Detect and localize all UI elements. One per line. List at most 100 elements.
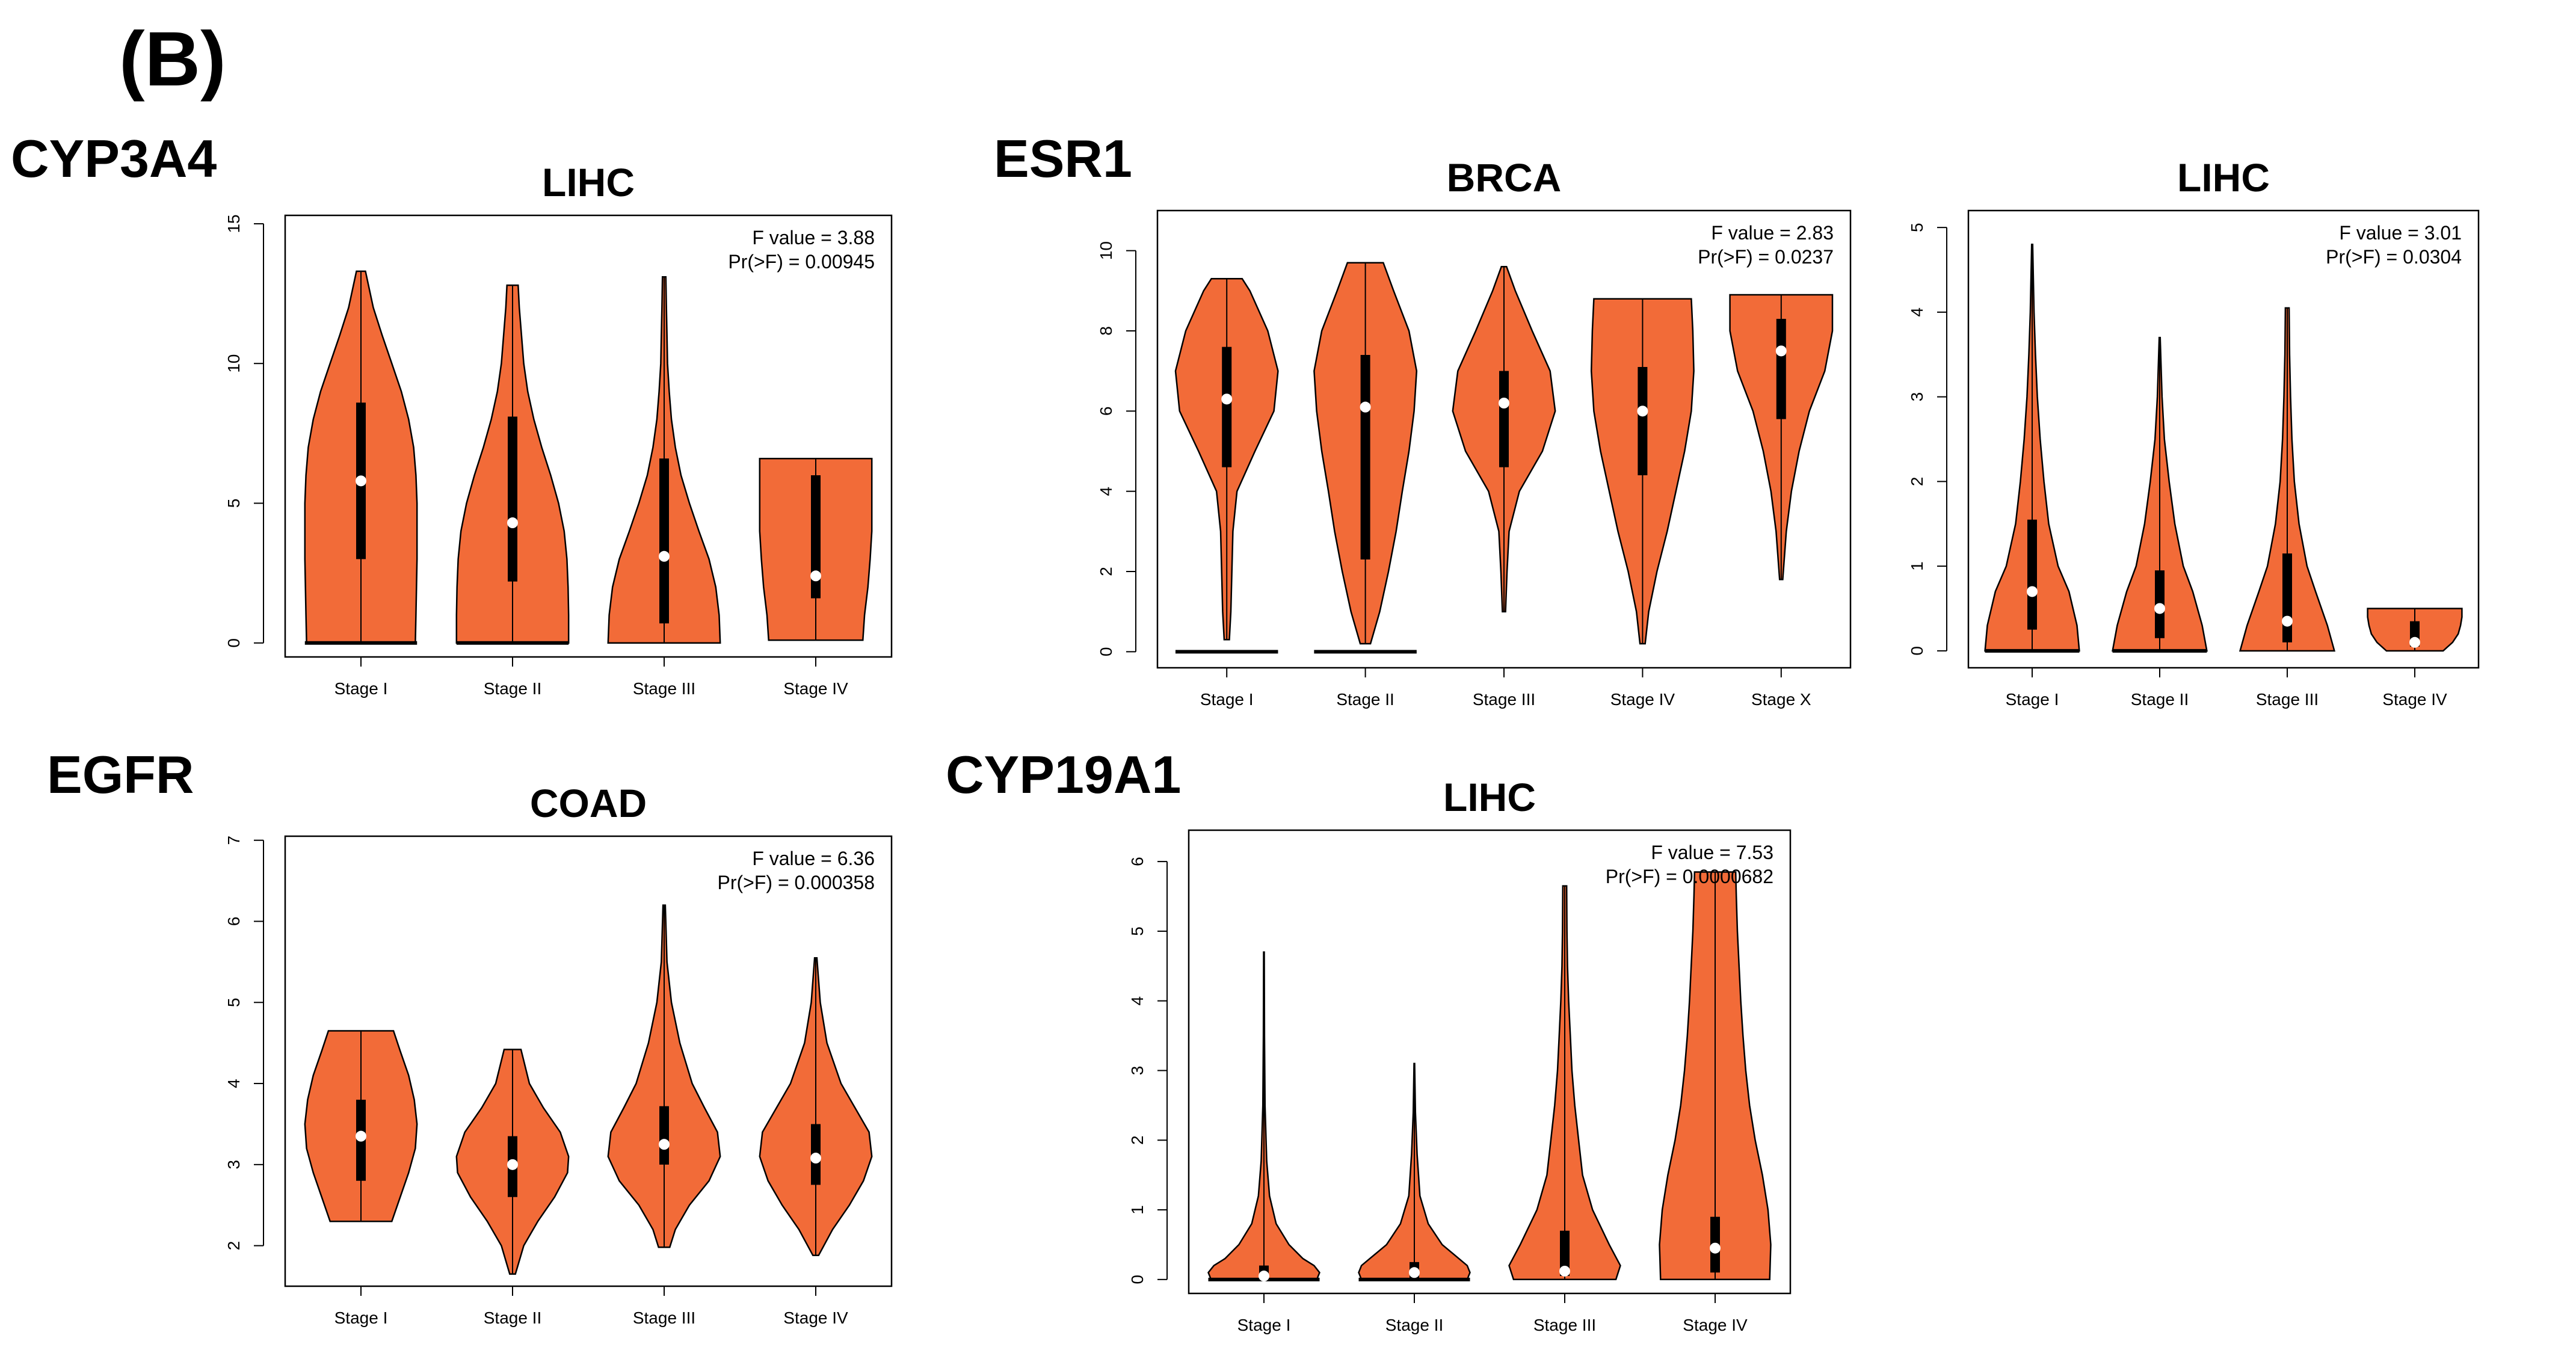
chart-title: BRCA (1447, 155, 1562, 200)
f-value-label: F value = 6.36 (752, 848, 875, 869)
x-tick-label: Stage IV (783, 679, 848, 698)
median-dot (2027, 586, 2038, 597)
p-value-label: Pr(>F) = 0.0304 (2326, 246, 2462, 268)
median-dot (1559, 1265, 1570, 1277)
x-tick-label: Stage II (2131, 690, 2189, 709)
y-tick-label: 3 (224, 1160, 243, 1169)
x-tick-label: Stage I (1237, 1316, 1291, 1334)
f-value-label: F value = 2.83 (1711, 222, 1834, 244)
chart-title: LIHC (542, 160, 635, 205)
chart-egfr_coad: COAD Stage I Stage II Stage III Stage IV 2 3 4 5… (224, 781, 893, 1327)
median-dot (1409, 1267, 1420, 1278)
median-dot (659, 1139, 670, 1150)
median-dot (1360, 401, 1371, 413)
x-tick-label: Stage II (484, 679, 542, 698)
y-tick-label: 4 (1908, 307, 1926, 317)
median-dot (2154, 603, 2165, 614)
y-tick-label: 2 (224, 1241, 243, 1251)
x-tick-label: Stage IV (783, 1308, 848, 1327)
p-value-label: Pr(>F) = 0.0237 (1698, 246, 1834, 268)
y-tick-label: 2 (1128, 1135, 1147, 1145)
y-tick-label: 2 (1908, 477, 1926, 487)
f-value-label: F value = 3.88 (752, 227, 875, 248)
y-tick-label: 6 (224, 917, 243, 926)
panel-label: (B) (119, 16, 226, 102)
chart-esr1_brca: BRCA Stage I Stage II Stage III Stage IV Stag… (1097, 155, 1852, 709)
gene-label-esr1: ESR1 (994, 129, 1132, 188)
x-tick-label: Stage I (334, 1308, 388, 1327)
chart-cyp19a1_lihc: LIHC Stage I Stage II Stage III Stage IV 0 1 2 3… (1128, 775, 1792, 1334)
chart-cyp3a4_lihc: LIHC Stage I Stage II Stage III Stage IV 0 5 10… (224, 160, 893, 698)
y-tick-label: 1 (1908, 561, 1926, 571)
median-dot (810, 570, 821, 582)
plot-frame (1967, 209, 2480, 669)
y-tick-label: 7 (224, 836, 243, 845)
median-dot (1259, 1271, 1269, 1282)
median-dot (507, 517, 518, 529)
median-dot (1499, 398, 1509, 408)
y-tick-label: 5 (224, 499, 243, 508)
x-tick-label: Stage IV (1683, 1316, 1748, 1334)
median-dot (1775, 345, 1787, 357)
y-tick-label: 6 (1128, 857, 1147, 866)
y-tick-label: 10 (224, 354, 243, 373)
y-tick-label: 5 (1128, 926, 1147, 936)
x-tick-label: Stage I (334, 679, 388, 698)
x-tick-label: Stage III (1473, 690, 1535, 709)
y-tick-label: 0 (224, 638, 243, 648)
plot-frame (284, 835, 893, 1287)
median-dot (2409, 636, 2420, 648)
y-tick-label: 3 (1908, 392, 1926, 402)
median-dot (507, 1159, 518, 1170)
x-tick-label: Stage III (633, 1308, 695, 1327)
y-tick-label: 6 (1097, 407, 1115, 416)
x-tick-label: Stage X (1751, 690, 1811, 709)
x-tick-label: Stage III (1533, 1316, 1596, 1334)
y-tick-label: 4 (1097, 487, 1115, 496)
x-tick-label: Stage II (1385, 1316, 1444, 1334)
plot-frame (1156, 209, 1852, 669)
y-tick-label: 15 (224, 214, 243, 233)
chart-title: LIHC (1443, 775, 1536, 819)
median-dot (2282, 615, 2293, 627)
x-tick-label: Stage IV (1610, 690, 1675, 709)
median-dot (356, 475, 366, 487)
median-dot (356, 1130, 366, 1142)
p-value-label: Pr(>F) = 0.00945 (728, 251, 875, 273)
x-tick-label: Stage III (2256, 690, 2319, 709)
x-tick-label: Stage I (2006, 690, 2059, 709)
plot-frame (1188, 829, 1792, 1295)
y-tick-label: 8 (1097, 326, 1115, 336)
median-dot (1637, 405, 1648, 417)
gene-label-egfr: EGFR (47, 745, 194, 804)
x-tick-label: Stage II (1336, 690, 1394, 709)
y-tick-label: 0 (1128, 1275, 1147, 1284)
gene-label-cyp19a1: CYP19A1 (946, 745, 1181, 804)
median-dot (1221, 393, 1233, 405)
y-tick-label: 5 (224, 997, 243, 1007)
chart-title: COAD (530, 781, 647, 825)
median-dot (810, 1153, 821, 1164)
y-tick-label: 2 (1097, 567, 1115, 576)
y-tick-label: 3 (1128, 1066, 1147, 1076)
y-tick-label: 4 (1128, 996, 1147, 1006)
y-tick-label: 0 (1908, 646, 1926, 656)
y-tick-label: 5 (1908, 223, 1926, 232)
y-tick-label: 0 (1097, 647, 1115, 657)
median-dot (659, 550, 670, 562)
p-value-label: Pr(>F) = 0.000358 (718, 872, 875, 893)
f-value-label: F value = 3.01 (2339, 222, 2462, 244)
x-tick-label: Stage IV (2382, 690, 2447, 709)
x-tick-label: Stage III (633, 679, 695, 698)
chart-esr1_lihc: LIHC Stage I Stage II Stage III Stage IV 0 1 2 3… (1908, 155, 2480, 709)
p-value-label: Pr(>F) = 0.0000682 (1606, 866, 1773, 887)
gene-label-cyp3a4: CYP3A4 (11, 129, 217, 188)
y-tick-label: 4 (224, 1079, 243, 1088)
plot-frame (284, 214, 893, 658)
x-tick-label: Stage II (484, 1308, 542, 1327)
y-tick-label: 10 (1097, 241, 1115, 260)
y-tick-label: 1 (1128, 1205, 1147, 1215)
